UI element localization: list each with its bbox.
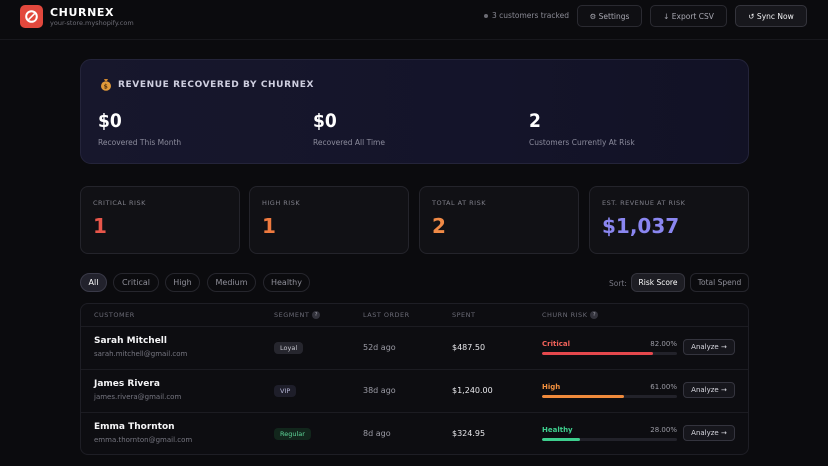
stat-label: Recovered All Time	[313, 138, 385, 147]
sort-risk-score[interactable]: Risk Score	[631, 273, 685, 292]
column-header-spent: SPENT	[452, 311, 476, 319]
card-value: $1,037	[602, 214, 680, 238]
revenue-recovered-panel: $ REVENUE RECOVERED BY CHURNEX $0 Recove…	[80, 59, 749, 164]
risk-label: Critical	[542, 340, 571, 348]
stat-recovered-month: $0 Recovered This Month	[98, 110, 181, 147]
card-critical-risk: CRITICAL RISK 1	[80, 186, 240, 254]
risk-percent: 28.00%	[650, 426, 677, 434]
table-row[interactable]: James Rivera james.rivera@gmail.com VIP …	[81, 369, 748, 412]
risk-label: High	[542, 383, 561, 391]
stat-recovered-all-time: $0 Recovered All Time	[313, 110, 385, 147]
stat-customers-at-risk: 2 Customers Currently At Risk	[529, 110, 635, 147]
export-csv-button[interactable]: ↓ Export CSV	[650, 5, 727, 27]
header-text: LAST ORDER	[363, 311, 410, 319]
table-row[interactable]: Emma Thornton emma.thornton@gmail.com Re…	[81, 412, 748, 454]
stat-value: $0	[313, 110, 337, 132]
customer-name: James Rivera	[94, 379, 160, 389]
customer-table: CUSTOMER SEGMENT ? LAST ORDER SPENT CHUR…	[80, 303, 749, 455]
card-est-revenue-at-risk: EST. REVENUE AT RISK $1,037	[589, 186, 749, 254]
brand-name: CHURNEX	[50, 6, 115, 19]
filter-all[interactable]: All	[80, 273, 107, 292]
card-high-risk: HIGH RISK 1	[249, 186, 409, 254]
risk-bar-fill	[542, 438, 580, 441]
store-url: your-store.myshopify.com	[50, 19, 134, 27]
money-bag-icon: $	[101, 79, 111, 91]
filter-medium[interactable]: Medium	[207, 273, 256, 292]
risk-percent: 82.00%	[650, 340, 677, 348]
card-value: 1	[93, 214, 107, 238]
risk-bar-fill	[542, 352, 653, 355]
spent-amount: $487.50	[452, 343, 486, 352]
filter-critical[interactable]: Critical	[113, 273, 159, 292]
settings-button[interactable]: ⚙ Settings	[577, 5, 642, 27]
stat-value: 2	[529, 110, 541, 132]
spent-amount: $1,240.00	[452, 386, 493, 395]
card-total-at-risk: TOTAL AT RISK 2	[419, 186, 579, 254]
segment-badge: Regular	[274, 428, 311, 440]
tracked-status: 3 customers tracked	[484, 11, 569, 20]
header-text: SPENT	[452, 311, 476, 319]
card-value: 1	[262, 214, 276, 238]
customer-name: Sarah Mitchell	[94, 336, 167, 346]
sync-now-button[interactable]: ↺ Sync Now	[735, 5, 807, 27]
customer-email: james.rivera@gmail.com	[94, 393, 182, 401]
analyze-button[interactable]: Analyze →	[683, 339, 735, 355]
card-label: EST. REVENUE AT RISK	[602, 199, 686, 207]
stat-label: Customers Currently At Risk	[529, 138, 635, 147]
card-label: CRITICAL RISK	[93, 199, 146, 207]
filter-healthy[interactable]: Healthy	[263, 273, 310, 292]
help-icon[interactable]: ?	[312, 311, 321, 319]
column-header-customer: CUSTOMER	[94, 311, 135, 319]
top-bar: CHURNEX your-store.myshopify.com 3 custo…	[0, 0, 828, 40]
sort-total-spend[interactable]: Total Spend	[690, 273, 749, 292]
card-value: 2	[432, 214, 446, 238]
customer-email: emma.thornton@gmail.com	[94, 436, 193, 444]
column-header-churn-risk: CHURN RISK ?	[542, 311, 599, 319]
risk-percent: 61.00%	[650, 383, 677, 391]
help-icon[interactable]: ?	[590, 311, 599, 319]
status-dot-icon	[484, 13, 488, 18]
stat-label: Recovered This Month	[98, 138, 182, 147]
segment-badge: Loyal	[274, 342, 304, 354]
svg-text:$: $	[104, 83, 109, 90]
header-text: CUSTOMER	[94, 311, 135, 319]
card-label: TOTAL AT RISK	[432, 199, 486, 207]
risk-bar-fill	[542, 395, 625, 398]
risk-bar	[542, 352, 677, 355]
table-row[interactable]: Sarah Mitchell sarah.mitchell@gmail.com …	[81, 326, 748, 369]
column-header-segment: SEGMENT ?	[274, 311, 321, 319]
last-order: 52d ago	[363, 343, 396, 352]
card-label: HIGH RISK	[262, 199, 301, 207]
risk-bar	[542, 395, 677, 398]
risk-bar	[542, 438, 677, 441]
segment-badge: VIP	[274, 385, 297, 397]
analyze-button[interactable]: Analyze →	[683, 382, 735, 398]
spent-amount: $324.95	[452, 429, 486, 438]
last-order: 38d ago	[363, 386, 396, 395]
column-header-last-order: LAST ORDER	[363, 311, 410, 319]
analyze-button[interactable]: Analyze →	[683, 425, 735, 441]
churnex-logo-icon	[20, 5, 43, 28]
customer-name: Emma Thornton	[94, 422, 175, 432]
tracked-text: 3 customers tracked	[492, 11, 569, 20]
last-order: 8d ago	[363, 429, 391, 438]
customer-email: sarah.mitchell@gmail.com	[94, 350, 188, 358]
revenue-title-text: REVENUE RECOVERED BY CHURNEX	[118, 79, 315, 90]
revenue-panel-title: $ REVENUE RECOVERED BY CHURNEX	[100, 78, 314, 91]
stat-value: $0	[98, 110, 122, 132]
risk-label: Healthy	[542, 426, 573, 434]
filter-high[interactable]: High	[165, 273, 200, 292]
header-text: SEGMENT	[274, 311, 310, 319]
sort-label: Sort:	[609, 279, 627, 288]
header-text: CHURN RISK	[542, 311, 588, 319]
